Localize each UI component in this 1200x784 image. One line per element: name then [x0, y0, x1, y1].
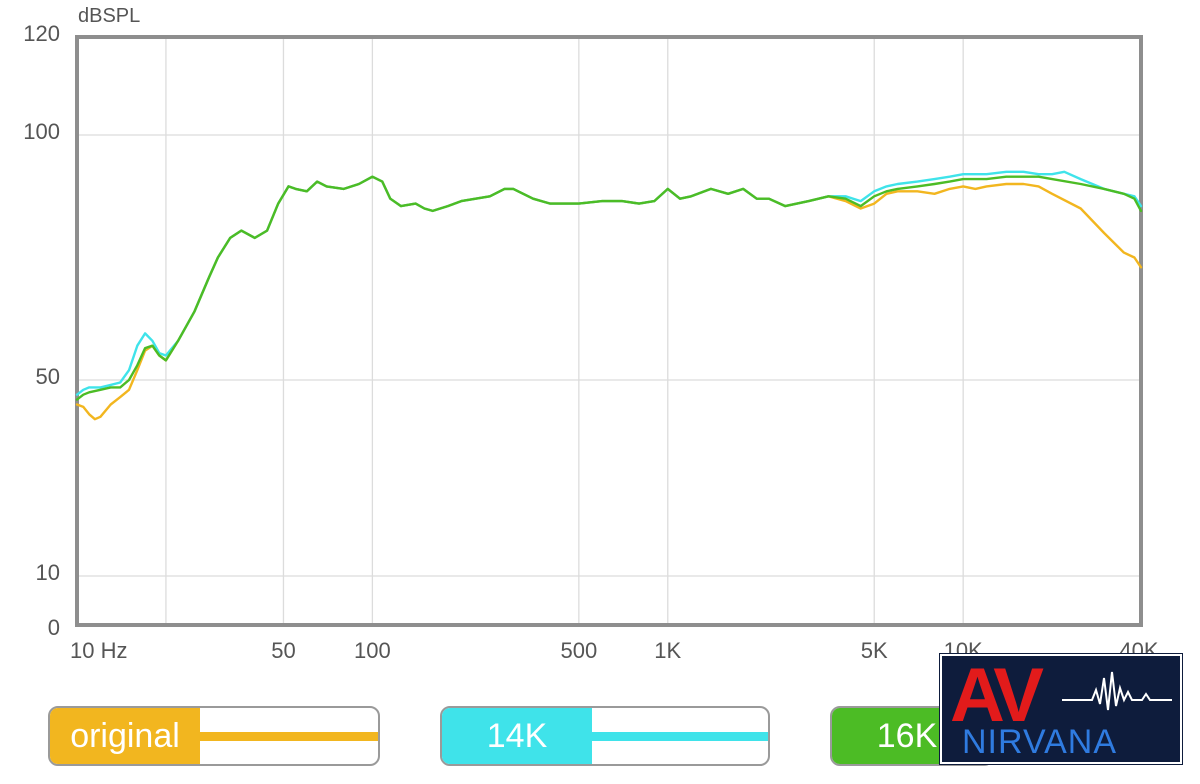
series-lines	[75, 170, 1143, 421]
x-tick-label: 10 Hz	[70, 638, 127, 663]
y-tick-labels: 0 10 50 100 120	[23, 21, 60, 640]
series-line-14k	[75, 170, 1143, 396]
x-tick-label: 5K	[861, 638, 888, 663]
logo-wordmark: NIRVANA	[962, 723, 1118, 761]
x-tick-label: 50	[271, 638, 295, 663]
x-tick-label: 1K	[654, 638, 681, 663]
plot-frame	[75, 35, 1143, 627]
av-nirvana-logo: AV NIRVANA	[940, 654, 1182, 764]
x-tick-label: 500	[560, 638, 597, 663]
y-tick-label: 0	[48, 615, 60, 640]
legend-swatch-original	[190, 732, 378, 741]
legend-item-14k: 14K	[440, 706, 770, 766]
y-tick-label: 50	[36, 364, 60, 389]
y-axis-label: dBSPL	[78, 5, 140, 27]
legend-tab-original: original	[50, 708, 200, 764]
series-line-16k	[75, 175, 1143, 401]
y-tick-label: 10	[36, 560, 60, 585]
legend-item-original: original	[48, 706, 380, 766]
grid-lines	[77, 37, 1141, 625]
y-tick-label: 120	[23, 21, 60, 46]
x-tick-label: 100	[354, 638, 391, 663]
legend-swatch-14k	[582, 732, 768, 741]
y-tick-label: 100	[23, 119, 60, 144]
series-line-original	[75, 175, 1143, 421]
legend-tab-14k: 14K	[442, 708, 592, 764]
waveform-icon	[1062, 671, 1172, 711]
logo-mark: AV	[950, 653, 1044, 738]
